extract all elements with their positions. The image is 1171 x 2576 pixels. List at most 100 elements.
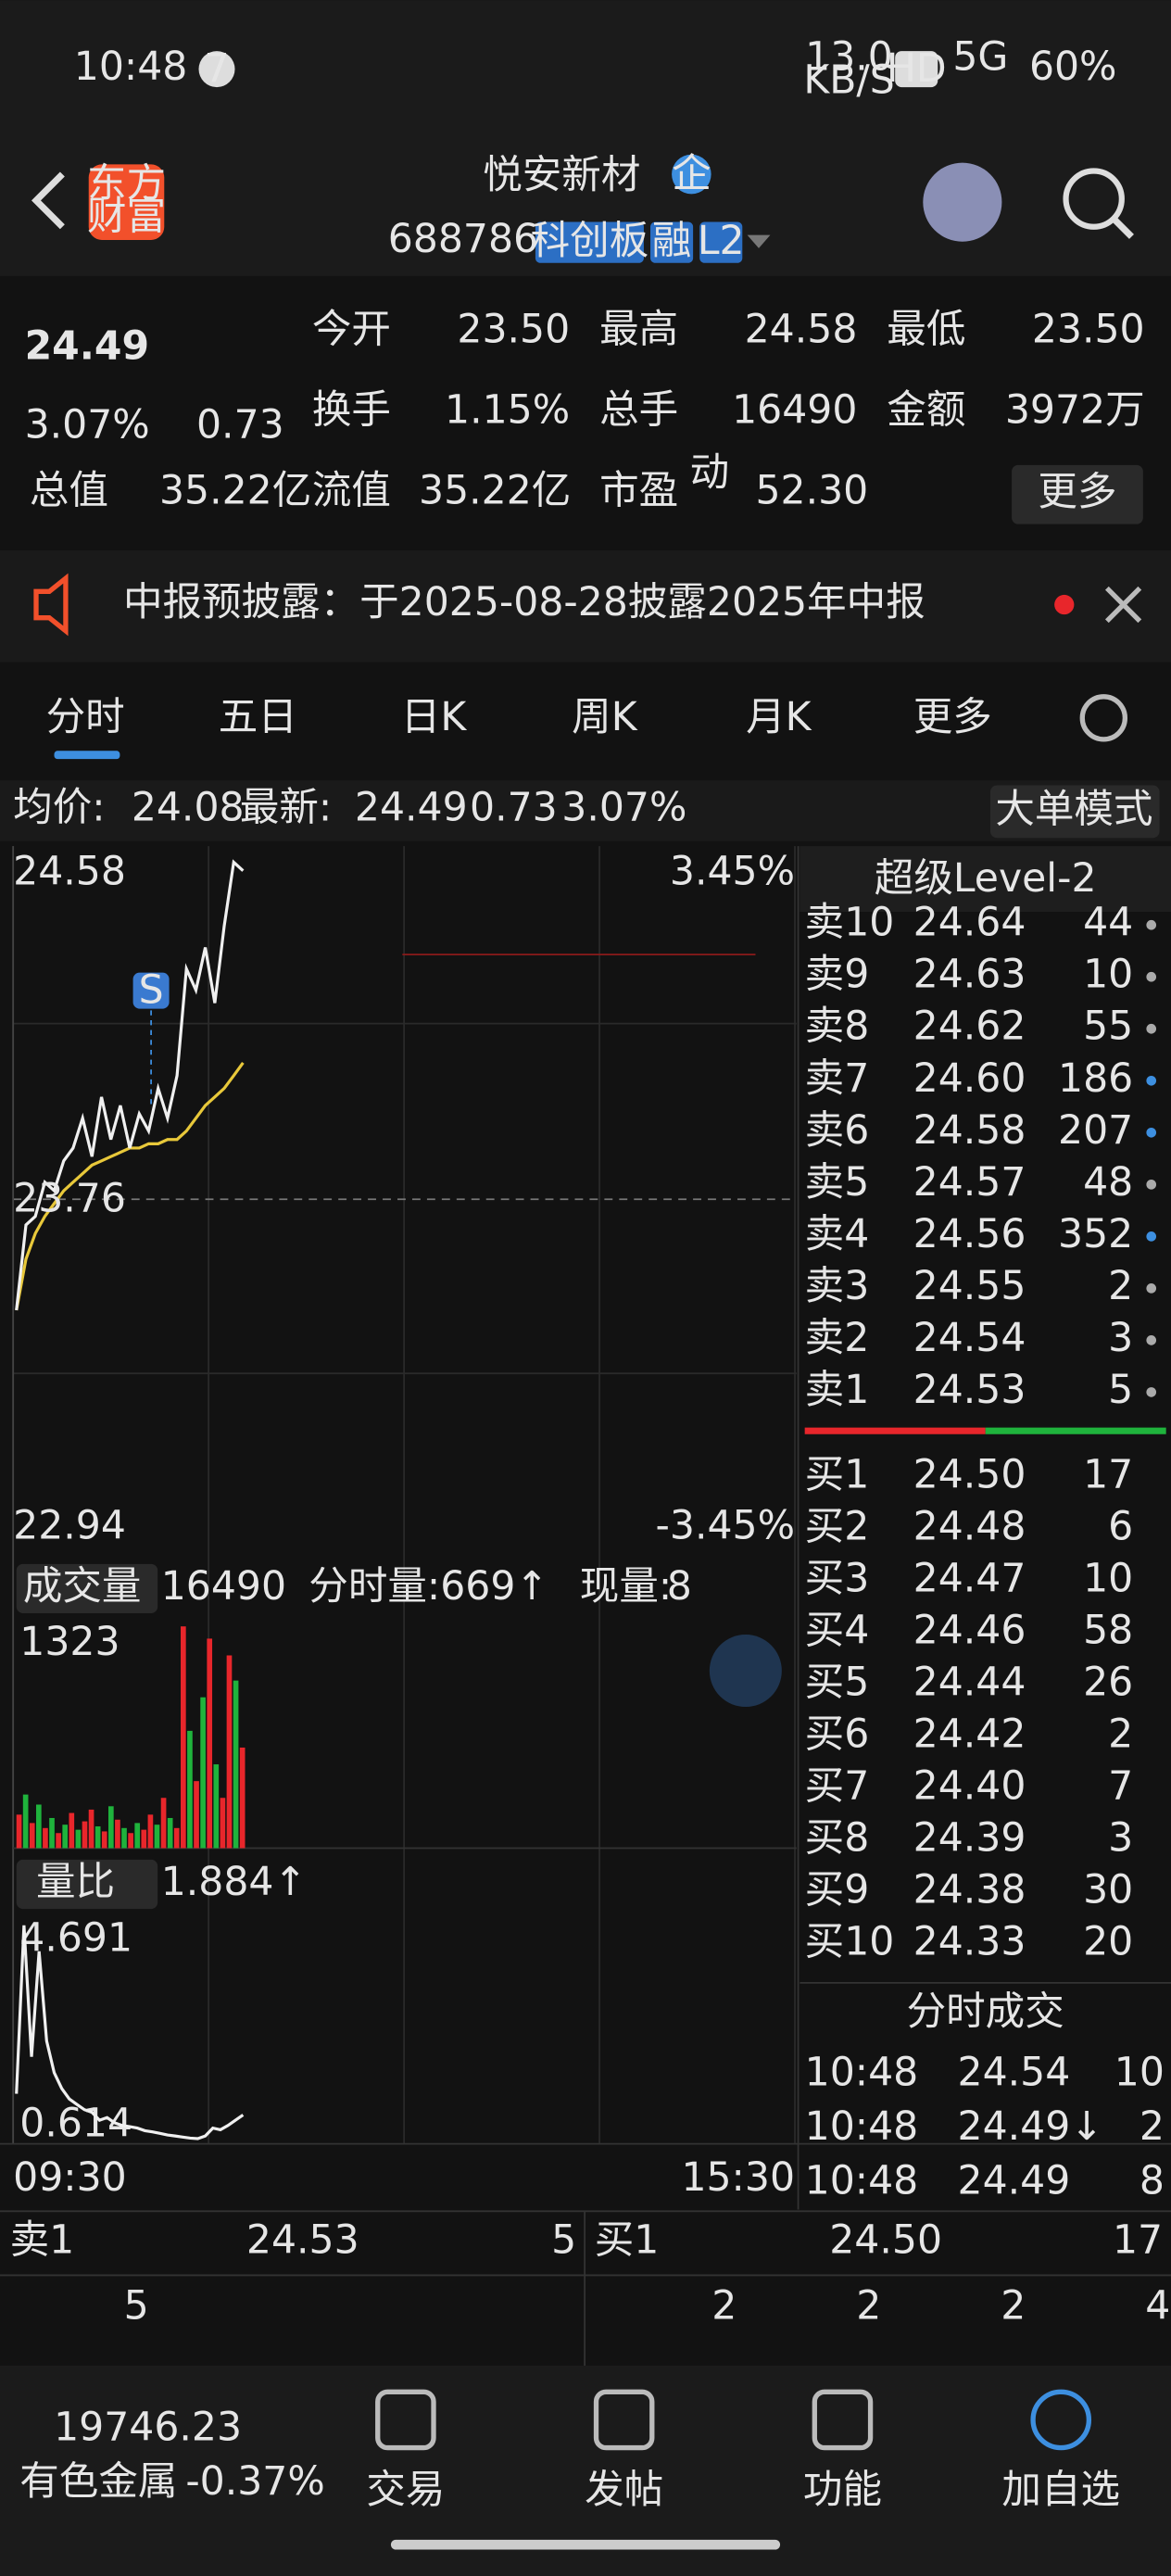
volume-bar	[167, 1817, 173, 1849]
vol-max: 1323	[19, 1620, 120, 1665]
field-label: 最低	[887, 308, 965, 353]
home-indicator	[390, 2539, 781, 2550]
nav-item[interactable]: 交易	[366, 2468, 445, 2513]
logo[interactable]	[88, 164, 165, 240]
search[interactable]	[1063, 168, 1125, 230]
speed: 13.0	[805, 34, 893, 80]
back-button[interactable]	[31, 171, 65, 230]
index-pct[interactable]: -0.37%	[185, 2459, 324, 2505]
q-price: 24.50	[829, 2217, 942, 2263]
volume-bar	[115, 1819, 120, 1849]
field-value: 23.50	[457, 308, 570, 353]
post-icon[interactable]	[593, 2389, 655, 2451]
latest: 24.49	[355, 786, 468, 831]
volume-bar	[213, 1764, 220, 1849]
tag: 科创板	[531, 219, 649, 264]
book-label: 买1	[805, 1452, 870, 1497]
close[interactable]	[1104, 586, 1142, 624]
more[interactable]: 更多	[1038, 470, 1116, 515]
tab[interactable]: 周K	[572, 695, 638, 740]
time-end: 15:30	[681, 2155, 795, 2201]
tag-bg	[650, 221, 694, 263]
trade-icon[interactable]	[375, 2389, 436, 2451]
trade-qty: 2	[1140, 2104, 1165, 2150]
book-price: 24.55	[913, 1264, 1026, 1309]
field-label: 最高	[599, 308, 678, 353]
trade-qty: 8	[1140, 2159, 1165, 2204]
vol-label[interactable]: 成交量	[23, 1564, 142, 1610]
logo-text[interactable]: 财富	[87, 194, 166, 239]
settings[interactable]	[1079, 694, 1128, 742]
book-qty: 10	[1083, 953, 1133, 998]
book-label: 卖9	[805, 953, 870, 998]
book-dot	[1146, 1023, 1157, 1034]
notice-bar[interactable]	[0, 550, 1171, 663]
ratio-label[interactable]: 量比	[36, 1860, 115, 1905]
book-qty: 58	[1083, 1608, 1133, 1653]
volume-bar	[88, 1809, 94, 1849]
q-label: 卖1	[10, 2217, 75, 2263]
info-bar	[0, 780, 1171, 841]
book-qty: 55	[1083, 1004, 1133, 1050]
tab[interactable]: 更多	[913, 695, 992, 740]
field-label: 市盈	[599, 468, 678, 513]
nav-item[interactable]: 加自选	[1001, 2468, 1120, 2513]
field-value: 23.50	[1032, 308, 1145, 353]
book-price: 24.40	[913, 1763, 1026, 1809]
pct-min: -3.45%	[656, 1503, 795, 1548]
mode[interactable]: 大单模式	[995, 787, 1152, 832]
avg: 24.08	[132, 786, 245, 831]
tag-bg	[535, 221, 644, 263]
volume-bar	[36, 1804, 42, 1849]
nav-item[interactable]: 功能	[803, 2468, 882, 2513]
more-button[interactable]	[1012, 464, 1143, 524]
notice[interactable]: 中报预披露：于2025-08-28披露2025年中报	[123, 580, 925, 625]
logo-text[interactable]: 东方	[87, 161, 166, 207]
tab[interactable]: 分时	[46, 695, 125, 740]
book-label: 卖7	[805, 1056, 870, 1102]
avatar[interactable]	[923, 162, 1002, 242]
field-label: 总值	[30, 468, 108, 513]
book-price: 24.47	[913, 1556, 1026, 1601]
q-qty: 5	[551, 2217, 576, 2263]
field-value: 16490	[732, 388, 857, 434]
volume-bar	[16, 1814, 22, 1849]
mode-button[interactable]	[989, 785, 1160, 839]
vol-now-label: 现量:	[580, 1564, 672, 1610]
expand[interactable]	[709, 1635, 782, 1708]
add-icon[interactable]	[1030, 2389, 1092, 2451]
battery: 60%	[1029, 44, 1117, 90]
trade-time: 10:48	[805, 2159, 919, 2204]
ratio-header-bg[interactable]	[16, 1859, 158, 1910]
pct-max: 3.45%	[670, 850, 795, 895]
level2-header	[800, 846, 1171, 913]
book-dot	[1146, 1335, 1157, 1345]
book-qty: 30	[1083, 1868, 1133, 1913]
q-order: 5	[124, 2283, 149, 2329]
book-price: 24.54	[913, 1316, 1026, 1361]
nav-item[interactable]: 发帖	[585, 2468, 663, 2513]
book-price: 24.57	[913, 1160, 1026, 1206]
tab[interactable]: 五日	[219, 695, 297, 740]
tag-bg	[699, 221, 743, 263]
book-price: 24.62	[913, 1004, 1026, 1050]
book-dot	[1146, 1075, 1157, 1086]
index-name[interactable]: 有色金属	[19, 2459, 177, 2505]
book-dot	[1146, 1283, 1157, 1294]
volume-bar	[101, 1831, 107, 1849]
price: 24.49	[25, 323, 150, 369]
tab[interactable]: 月K	[746, 695, 812, 740]
field-value: 52.30	[755, 468, 868, 513]
book-label: 卖4	[805, 1212, 870, 1257]
tab[interactable]: 日K	[401, 695, 468, 740]
function-icon[interactable]	[812, 2389, 874, 2451]
vol-header-bg[interactable]	[16, 1563, 158, 1614]
volume-bar	[49, 1817, 55, 1849]
book-label: 买4	[805, 1608, 870, 1653]
index-value[interactable]: 19746.23	[54, 2406, 242, 2451]
book-price: 24.42	[913, 1711, 1026, 1757]
field-label: 总手	[599, 388, 678, 434]
field-value: 3972万	[1005, 388, 1145, 434]
